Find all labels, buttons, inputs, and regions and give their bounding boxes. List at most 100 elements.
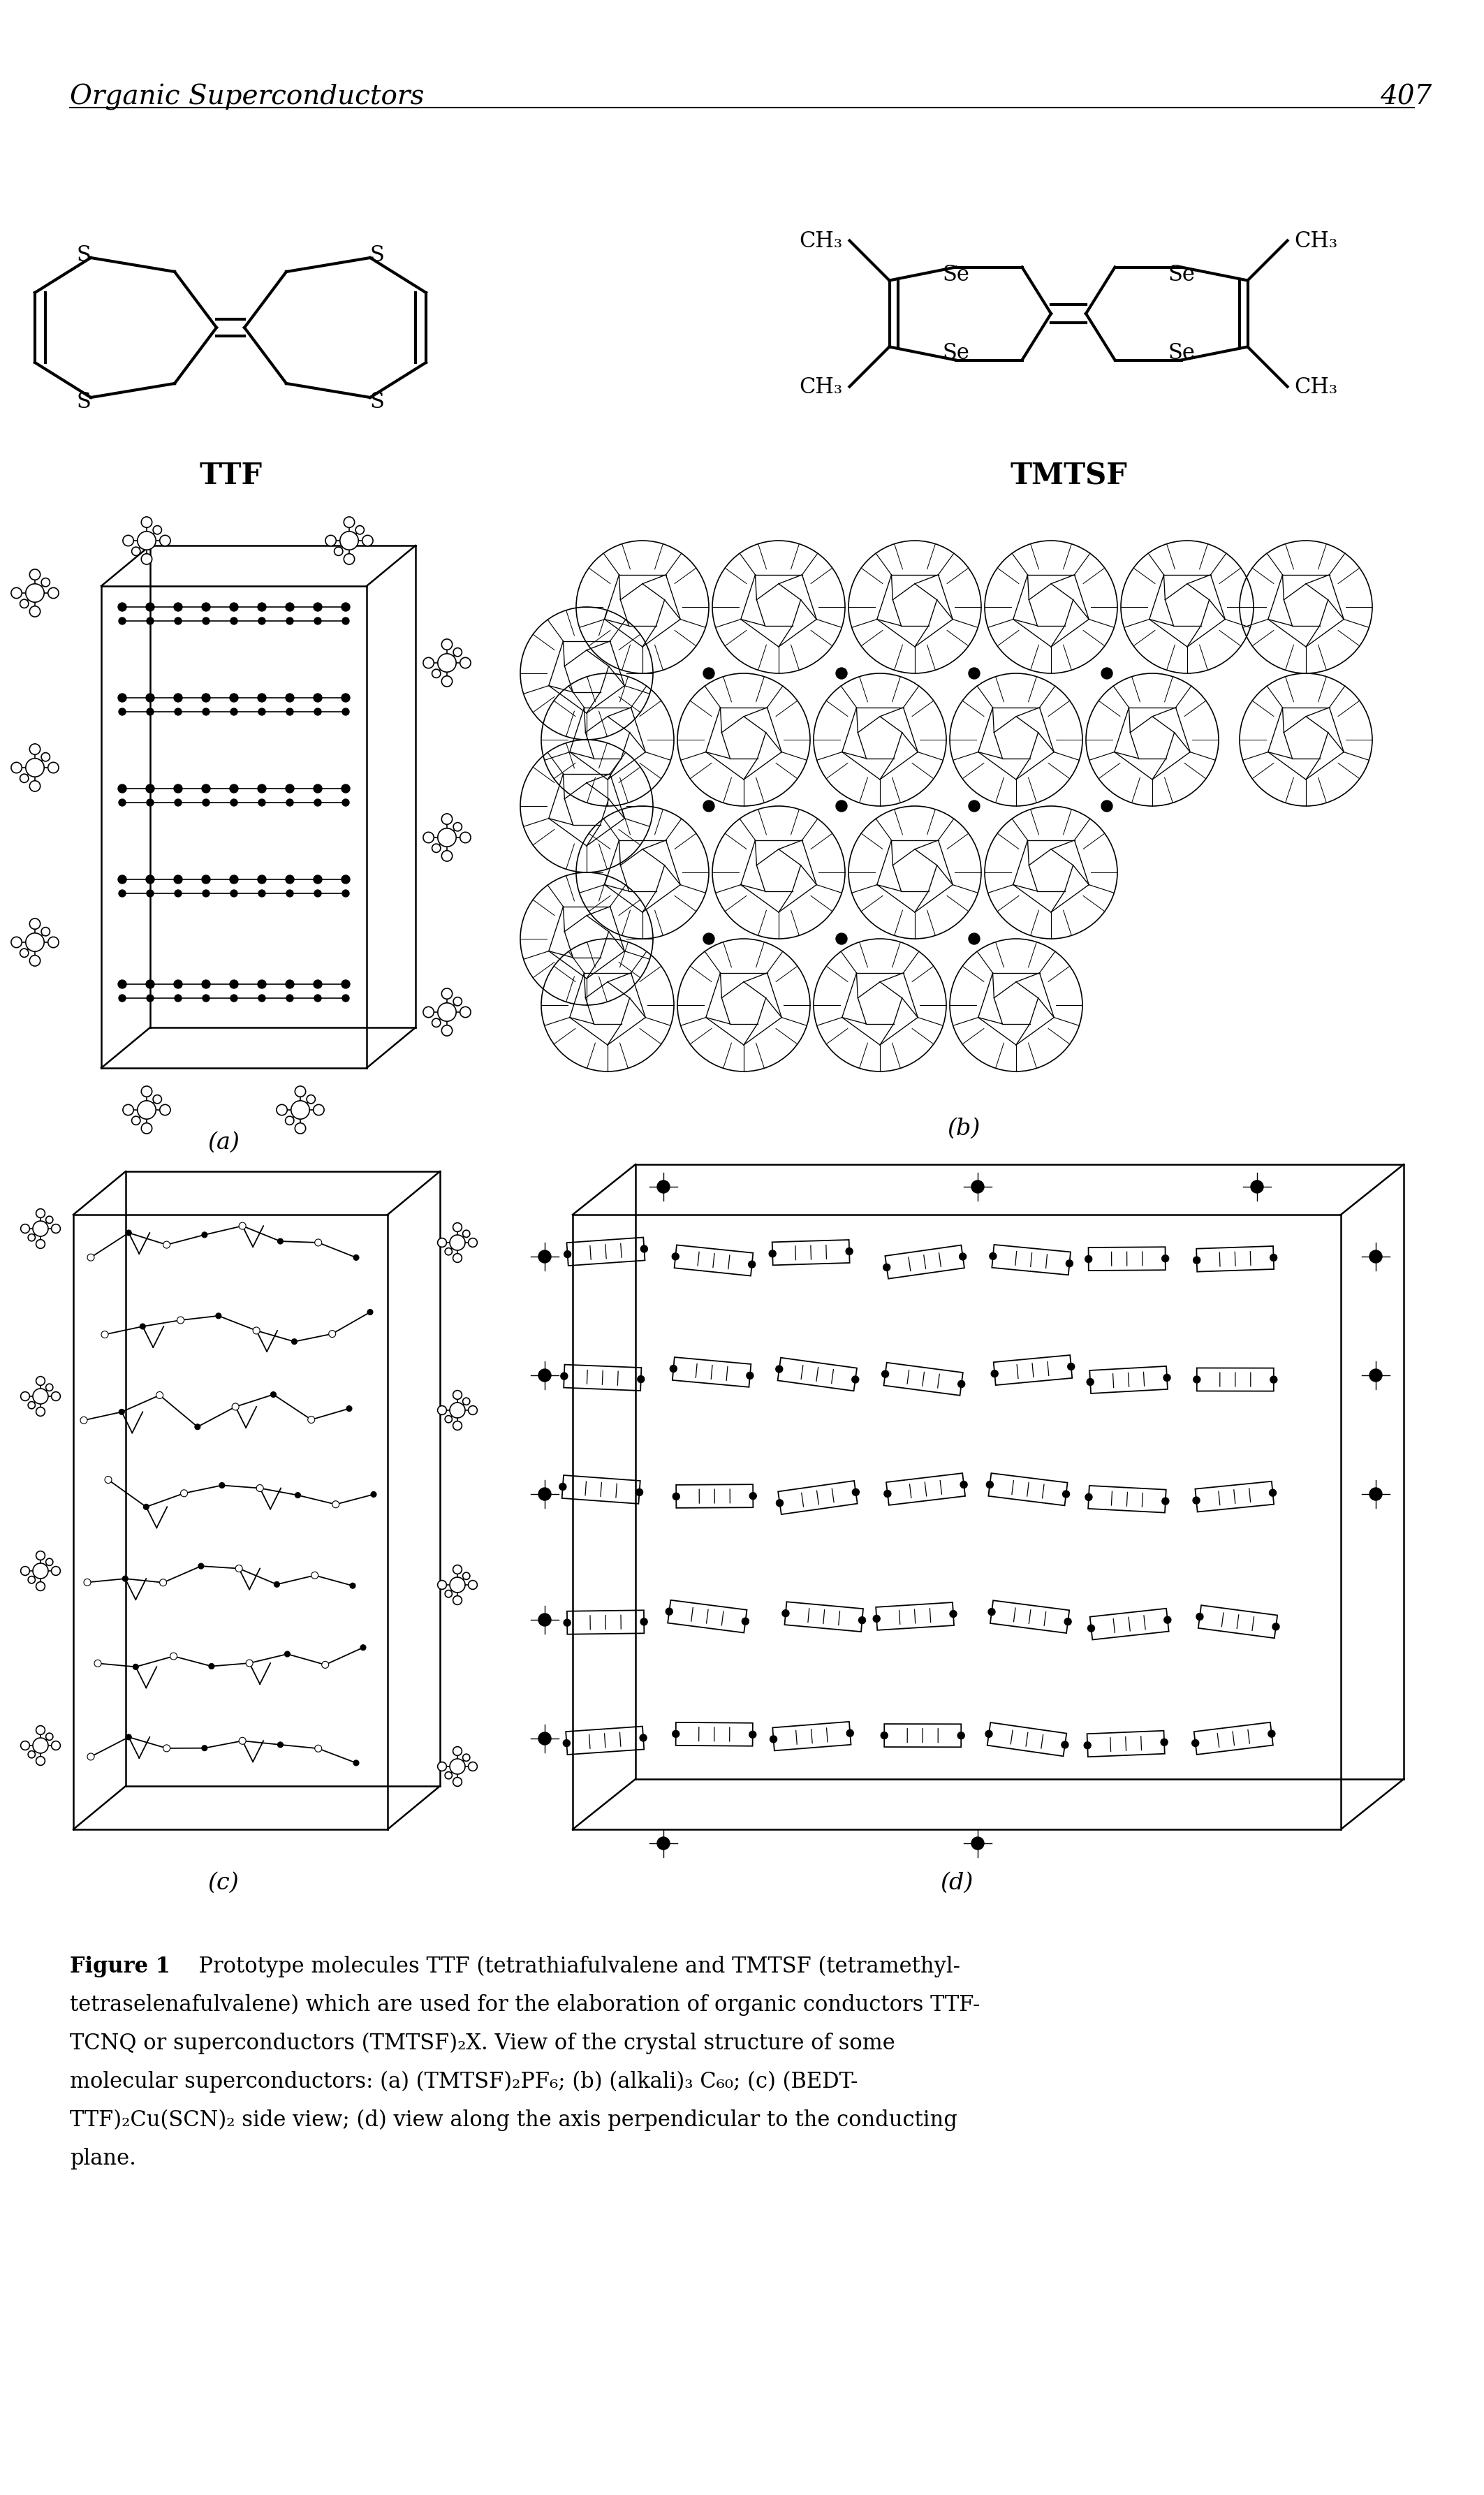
Circle shape [873, 1614, 880, 1622]
Circle shape [445, 1248, 453, 1255]
Circle shape [672, 1732, 680, 1737]
Circle shape [959, 1252, 966, 1260]
Circle shape [230, 996, 237, 1003]
Text: TMTSF: TMTSF [1011, 462, 1126, 489]
Circle shape [453, 1597, 462, 1604]
Circle shape [307, 1095, 315, 1103]
Circle shape [46, 1218, 53, 1223]
Circle shape [657, 1836, 669, 1849]
Circle shape [343, 798, 349, 806]
Circle shape [202, 604, 211, 611]
Circle shape [36, 1210, 45, 1218]
Circle shape [1196, 1614, 1204, 1619]
Circle shape [343, 619, 349, 624]
Circle shape [769, 1250, 776, 1257]
Circle shape [174, 604, 183, 611]
Circle shape [988, 1609, 996, 1617]
Circle shape [883, 1265, 890, 1270]
Circle shape [1085, 1255, 1092, 1262]
Circle shape [990, 1252, 996, 1260]
Circle shape [332, 1502, 340, 1507]
Circle shape [46, 1559, 53, 1567]
Text: Prototype molecules TTF (tetrathiafulvalene and TMTSF (tetramethyl-: Prototype molecules TTF (tetrathiafulval… [186, 1956, 960, 1976]
Circle shape [423, 659, 433, 669]
Circle shape [258, 786, 266, 793]
Circle shape [361, 1644, 367, 1652]
Circle shape [957, 1732, 965, 1739]
Circle shape [746, 1372, 754, 1380]
Circle shape [132, 1118, 141, 1125]
Circle shape [10, 763, 22, 773]
Circle shape [1083, 1742, 1091, 1749]
Text: CH₃: CH₃ [1294, 377, 1337, 399]
Circle shape [119, 981, 126, 988]
Circle shape [672, 1492, 680, 1499]
Text: Organic Superconductors: Organic Superconductors [70, 85, 424, 110]
Circle shape [119, 798, 126, 806]
Circle shape [88, 1255, 95, 1262]
Circle shape [450, 1235, 464, 1250]
Circle shape [450, 1577, 464, 1592]
Circle shape [1088, 1624, 1095, 1632]
Circle shape [52, 1567, 61, 1577]
Circle shape [672, 1252, 680, 1260]
Circle shape [236, 1564, 242, 1572]
Circle shape [258, 981, 266, 988]
Circle shape [275, 1582, 279, 1587]
Circle shape [202, 996, 209, 1003]
Circle shape [991, 1370, 999, 1377]
Circle shape [147, 996, 154, 1003]
Circle shape [442, 851, 453, 861]
Circle shape [42, 928, 50, 936]
Circle shape [126, 1230, 132, 1235]
Text: CH₃: CH₃ [800, 377, 843, 399]
Circle shape [232, 1405, 239, 1410]
Circle shape [881, 1732, 887, 1739]
Circle shape [285, 1118, 294, 1125]
Circle shape [341, 876, 350, 883]
Circle shape [453, 1255, 462, 1262]
Circle shape [163, 1243, 171, 1248]
Circle shape [199, 1564, 203, 1569]
Circle shape [42, 753, 50, 761]
Circle shape [972, 1836, 984, 1849]
Circle shape [987, 1482, 993, 1490]
Circle shape [1370, 1250, 1382, 1262]
Circle shape [42, 579, 50, 586]
Circle shape [209, 1664, 214, 1669]
Circle shape [343, 709, 349, 716]
Circle shape [202, 876, 211, 883]
Circle shape [423, 1008, 433, 1018]
Circle shape [315, 891, 321, 898]
Circle shape [230, 694, 237, 704]
Circle shape [202, 619, 209, 624]
Circle shape [230, 981, 237, 988]
Circle shape [36, 1582, 45, 1592]
Circle shape [969, 801, 979, 811]
Circle shape [33, 1390, 47, 1405]
Circle shape [36, 1407, 45, 1417]
Circle shape [10, 938, 22, 948]
Circle shape [313, 1105, 324, 1115]
Circle shape [291, 1100, 310, 1120]
Circle shape [230, 876, 237, 883]
Circle shape [362, 536, 372, 546]
Circle shape [239, 1737, 246, 1744]
Circle shape [194, 1425, 200, 1430]
Circle shape [278, 1240, 283, 1245]
Circle shape [1193, 1377, 1201, 1382]
Circle shape [30, 781, 40, 791]
Circle shape [1370, 1370, 1382, 1382]
Circle shape [285, 604, 294, 611]
Circle shape [285, 694, 294, 704]
Circle shape [230, 619, 237, 624]
Circle shape [950, 1612, 957, 1617]
Circle shape [315, 996, 321, 1003]
Circle shape [453, 1746, 462, 1756]
Circle shape [175, 891, 181, 898]
Circle shape [1160, 1739, 1168, 1746]
Circle shape [562, 1739, 570, 1746]
Circle shape [315, 798, 321, 806]
Circle shape [230, 709, 237, 716]
Circle shape [469, 1582, 478, 1589]
